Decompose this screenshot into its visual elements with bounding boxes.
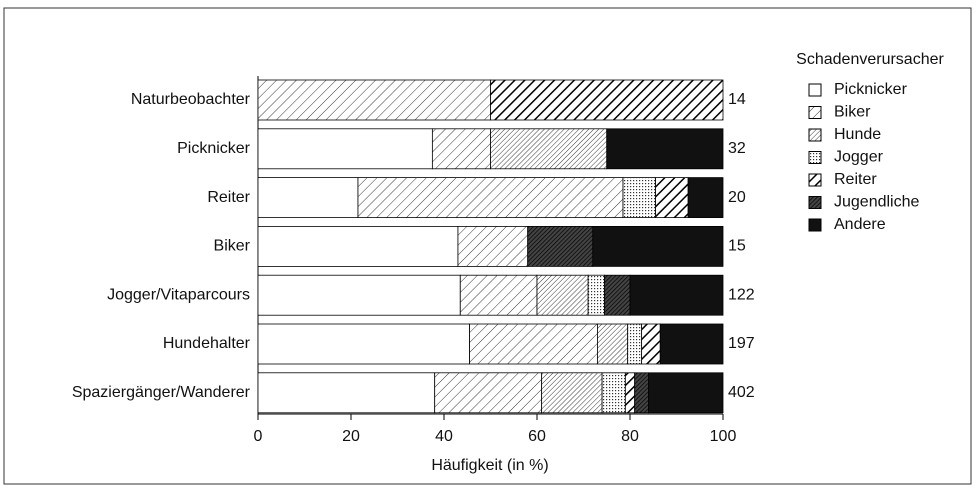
- bar-segment: [469, 323, 598, 365]
- x-tick-label: 60: [528, 428, 546, 445]
- category-label: Biker: [214, 238, 251, 255]
- legend-swatch: [808, 218, 822, 232]
- legend-title: Schadenverursacher: [796, 51, 944, 68]
- bar-segment: [627, 323, 643, 365]
- legend-label: Reiter: [834, 171, 877, 188]
- bar-segment: [257, 323, 470, 365]
- total-label: 20: [728, 189, 746, 206]
- x-tick-label: 20: [342, 428, 360, 445]
- x-tick-label: 40: [435, 428, 453, 445]
- category-label: Naturbeobachter: [131, 91, 251, 108]
- x-tick-label: 80: [621, 428, 639, 445]
- bar-segment: [536, 274, 589, 316]
- bar-segment: [257, 177, 359, 219]
- bar-segment: [257, 225, 459, 267]
- legend-label: Jogger: [834, 149, 884, 166]
- bar-segment: [527, 225, 594, 267]
- category-label: Jogger/Vitaparcours: [107, 286, 250, 303]
- bar-segment: [601, 372, 626, 414]
- legend-swatch: [808, 151, 822, 164]
- bar-segment: [606, 128, 724, 170]
- legend-swatch: [808, 173, 822, 187]
- x-tick-label: 0: [254, 428, 263, 445]
- bar-segment: [431, 128, 491, 170]
- bar-segment: [257, 372, 436, 414]
- category-label: Reiter: [207, 189, 250, 206]
- bar-segment: [687, 177, 724, 219]
- legend-swatch: [808, 83, 822, 97]
- legend-swatch: [808, 128, 822, 142]
- legend-label: Andere: [834, 216, 886, 233]
- bar-segment: [648, 372, 724, 414]
- bar-segment: [592, 225, 724, 267]
- total-label: 122: [728, 286, 755, 303]
- bar-segment: [490, 79, 724, 121]
- x-tick-label: 100: [710, 428, 737, 445]
- bar-segment: [541, 372, 603, 414]
- bar-segment: [641, 323, 661, 365]
- total-label: 197: [728, 335, 755, 352]
- legend-label: Hunde: [834, 126, 881, 143]
- bar-segment: [257, 79, 491, 121]
- bar-segment: [604, 274, 631, 316]
- bar-segment: [257, 128, 433, 170]
- bar-segment: [457, 225, 529, 267]
- bar-segment: [257, 274, 461, 316]
- category-label: Picknicker: [177, 140, 251, 157]
- legend-label: Jugendliche: [834, 194, 920, 211]
- bar-segment: [629, 274, 724, 316]
- x-axis-label: Häufigkeit (in %): [431, 457, 548, 474]
- category-label: Spaziergänger/Wanderer: [72, 384, 251, 401]
- bar-segment: [459, 274, 538, 316]
- category-label: Hundehalter: [163, 335, 251, 352]
- bar-segment: [490, 128, 608, 170]
- bar-segment: [655, 177, 689, 219]
- total-label: 32: [728, 140, 746, 157]
- total-label: 14: [728, 91, 746, 108]
- bar-segment: [659, 323, 724, 365]
- total-label: 402: [728, 384, 755, 401]
- frame: [3, 7, 972, 485]
- bar-segment: [624, 372, 636, 414]
- bar-segment: [357, 177, 624, 219]
- legend-label: Biker: [834, 104, 871, 121]
- total-label: 15: [728, 238, 746, 255]
- legend-label: Picknicker: [834, 81, 908, 98]
- bar-segment: [597, 323, 629, 365]
- legend-swatch: [808, 106, 822, 119]
- legend-swatch: [808, 196, 822, 209]
- bar-segment: [434, 372, 543, 414]
- bar-segment: [634, 372, 650, 414]
- bar-segment: [622, 177, 656, 219]
- bar-segment: [587, 274, 605, 316]
